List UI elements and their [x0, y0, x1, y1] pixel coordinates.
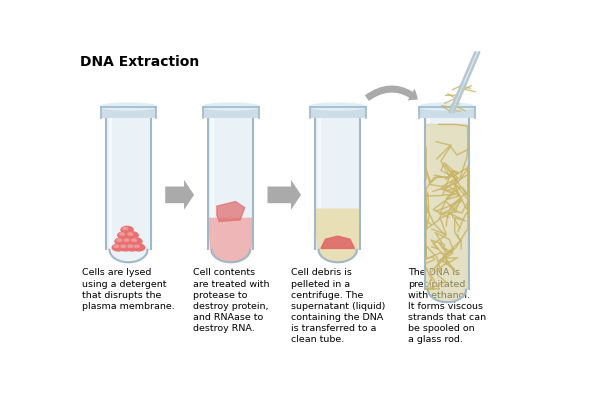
Polygon shape [203, 107, 259, 118]
Ellipse shape [128, 233, 133, 235]
Ellipse shape [134, 245, 139, 248]
Polygon shape [425, 124, 469, 302]
Polygon shape [316, 250, 360, 262]
Polygon shape [316, 209, 360, 262]
Ellipse shape [114, 245, 119, 248]
Ellipse shape [128, 245, 133, 248]
Polygon shape [101, 107, 157, 118]
Ellipse shape [310, 103, 365, 110]
Polygon shape [208, 219, 253, 262]
Ellipse shape [419, 103, 475, 110]
FancyArrowPatch shape [365, 86, 418, 101]
Ellipse shape [117, 239, 122, 241]
Ellipse shape [115, 238, 127, 245]
Text: Cell contents
are treated with
protease to
destroy protein,
and RNAase to
destro: Cell contents are treated with protease … [193, 268, 269, 333]
Polygon shape [217, 201, 245, 221]
Text: The DNA is
precipitated
with ethanol.
It forms viscous
strands that can
be spool: The DNA is precipitated with ethanol. It… [408, 268, 486, 344]
Ellipse shape [119, 244, 131, 251]
Ellipse shape [123, 227, 128, 230]
Polygon shape [321, 236, 355, 248]
Polygon shape [425, 290, 469, 302]
Polygon shape [419, 107, 475, 118]
Ellipse shape [131, 239, 136, 241]
Ellipse shape [130, 238, 142, 245]
Text: Cells are lysed
using a detergent
that disrupts the
plasma membrane.: Cells are lysed using a detergent that d… [82, 268, 175, 311]
Ellipse shape [126, 232, 138, 239]
Text: Cell debris is
pelleted in a
centrifuge. The
supernatant (liquid)
containing the: Cell debris is pelleted in a centrifuge.… [290, 268, 385, 344]
Polygon shape [208, 118, 253, 250]
Polygon shape [208, 250, 253, 262]
Polygon shape [316, 118, 360, 250]
Ellipse shape [121, 245, 126, 248]
Ellipse shape [122, 238, 134, 245]
Ellipse shape [112, 244, 124, 251]
Ellipse shape [124, 239, 129, 241]
Ellipse shape [101, 103, 157, 110]
Ellipse shape [126, 244, 138, 251]
Ellipse shape [133, 244, 145, 251]
Polygon shape [310, 107, 365, 118]
Polygon shape [425, 118, 469, 290]
Polygon shape [106, 118, 151, 250]
Text: DNA Extraction: DNA Extraction [80, 55, 199, 69]
Ellipse shape [118, 232, 130, 239]
Polygon shape [106, 250, 151, 262]
Ellipse shape [203, 103, 259, 110]
Ellipse shape [119, 233, 124, 235]
Ellipse shape [121, 226, 133, 233]
